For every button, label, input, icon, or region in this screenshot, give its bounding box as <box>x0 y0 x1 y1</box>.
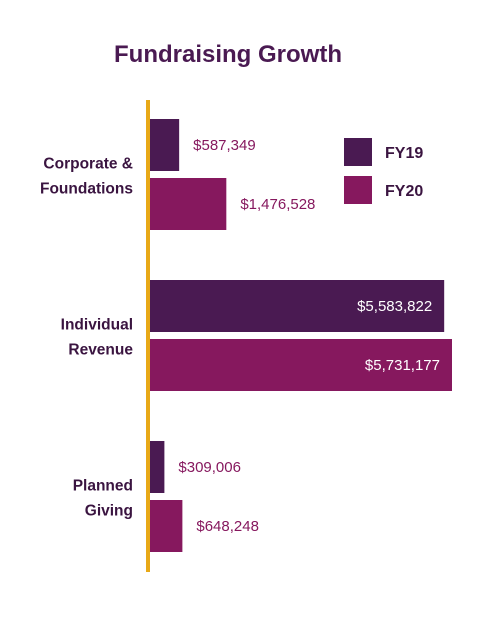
category-labels: Corporate & Foundations Individual Revenue P… <box>40 156 133 520</box>
chart-title: Fundraising Growth <box>114 41 342 68</box>
bar-fy20-2 <box>148 500 183 552</box>
bar-fy20-0 <box>148 178 227 230</box>
bar-fy20-1 <box>148 339 452 391</box>
category-label-0: Corporate & Foundations <box>40 156 133 198</box>
value-label-fy20-1: $5,731,177 <box>365 357 440 374</box>
legend-swatch-fy19 <box>344 138 372 166</box>
value-label-fy19-1: $5,583,822 <box>357 298 432 315</box>
value-label-fy20-0: $1,476,528 <box>240 196 315 213</box>
legend-swatch-fy20 <box>344 176 372 204</box>
value-label-fy19-2: $309,006 <box>178 459 241 476</box>
value-label-fy20-2: $648,248 <box>196 518 259 535</box>
category-label-1: Individual Revenue <box>61 317 134 359</box>
legend-label-fy19: FY19 <box>385 145 423 162</box>
legend: FY19 FY20 <box>344 138 423 204</box>
value-label-fy19-0: $587,349 <box>193 137 256 154</box>
bars-layer <box>148 119 452 552</box>
bar-fy19-2 <box>148 441 165 493</box>
legend-label-fy20: FY20 <box>385 183 423 200</box>
value-labels: $587,349 $1,476,528 $5,583,822 $5,731,177 $3… <box>178 137 440 535</box>
bar-fy19-1 <box>148 280 445 332</box>
bar-fy19-0 <box>148 119 180 171</box>
category-label-2: Planned Giving <box>73 478 133 520</box>
